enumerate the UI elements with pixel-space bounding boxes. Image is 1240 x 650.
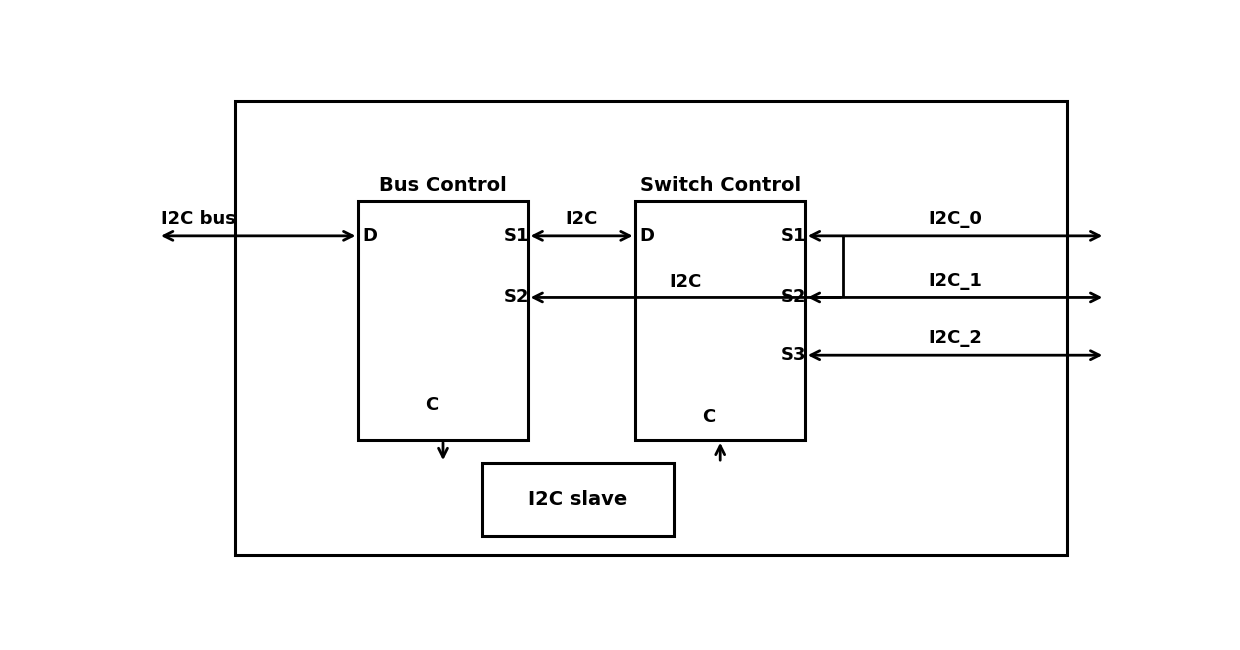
Text: I2C bus: I2C bus: [161, 210, 236, 228]
Text: Bus Control: Bus Control: [379, 176, 507, 195]
Text: S2: S2: [503, 289, 529, 306]
Text: D: D: [362, 227, 377, 245]
Bar: [236, 101, 1066, 555]
Text: S1: S1: [781, 227, 806, 245]
Bar: [635, 202, 805, 440]
Text: C: C: [425, 396, 438, 414]
Text: I2C_2: I2C_2: [928, 330, 982, 347]
Text: I2C: I2C: [670, 273, 702, 291]
Text: C: C: [702, 408, 715, 426]
Bar: [358, 202, 528, 440]
Text: I2C slave: I2C slave: [528, 490, 627, 509]
Text: I2C_0: I2C_0: [928, 210, 982, 228]
Text: D: D: [640, 227, 655, 245]
Text: Switch Control: Switch Control: [640, 176, 801, 195]
Text: I2C: I2C: [565, 210, 598, 228]
Bar: [481, 463, 675, 536]
Text: I2C_1: I2C_1: [928, 272, 982, 289]
Text: S2: S2: [781, 289, 806, 306]
Text: S1: S1: [503, 227, 529, 245]
Text: S3: S3: [781, 346, 806, 364]
